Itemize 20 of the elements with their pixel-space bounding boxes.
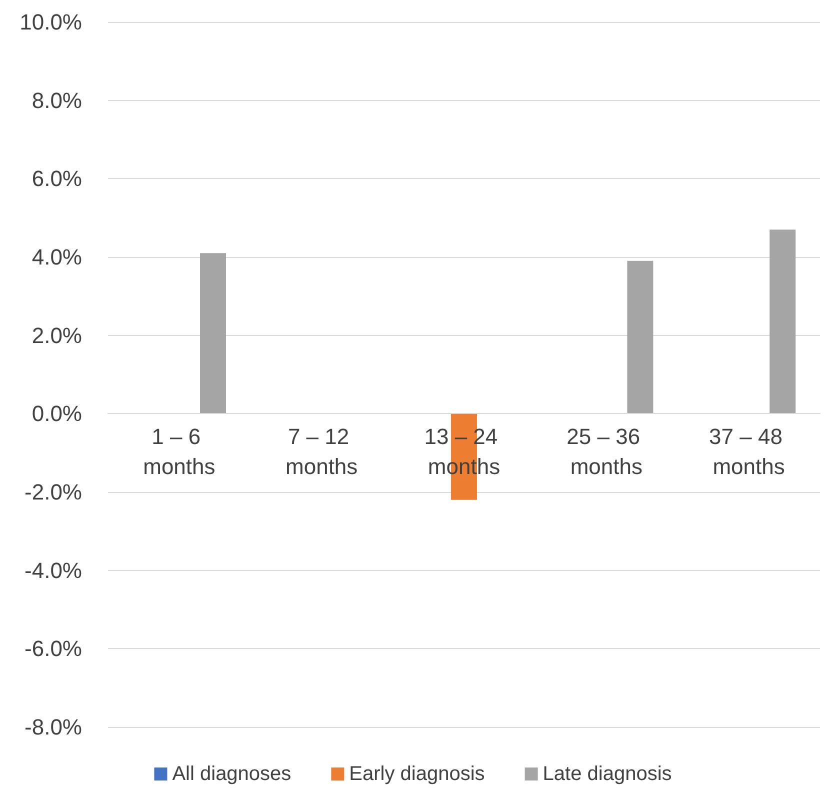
y-tick-label: 4.0% xyxy=(32,244,82,270)
y-tick-label: -6.0% xyxy=(24,636,82,662)
y-tick-label: -4.0% xyxy=(24,558,82,583)
x-tick-label: 7 – 12 months xyxy=(286,424,358,480)
y-tick-label: 10.0% xyxy=(20,10,82,34)
legend-label: Early diagnosis xyxy=(349,763,485,785)
bar xyxy=(200,253,226,414)
legend-label: All diagnoses xyxy=(172,763,292,785)
x-tick-label: 37 – 48 months xyxy=(709,424,789,480)
x-tick-label: 25 – 36 months xyxy=(566,424,646,480)
y-tick-label: -8.0% xyxy=(24,714,82,740)
y-tick-label: -2.0% xyxy=(24,480,82,504)
y-tick-label: 8.0% xyxy=(32,88,82,113)
y-tick-label: 6.0% xyxy=(32,166,82,192)
x-tick-label: 1 – 6 months xyxy=(143,424,216,480)
bar xyxy=(770,230,796,414)
legend-label: Late diagnosis xyxy=(542,763,672,785)
bar xyxy=(627,260,654,414)
y-tick-label: 2.0% xyxy=(32,322,82,348)
y-tick-label: 0.0% xyxy=(32,401,82,426)
